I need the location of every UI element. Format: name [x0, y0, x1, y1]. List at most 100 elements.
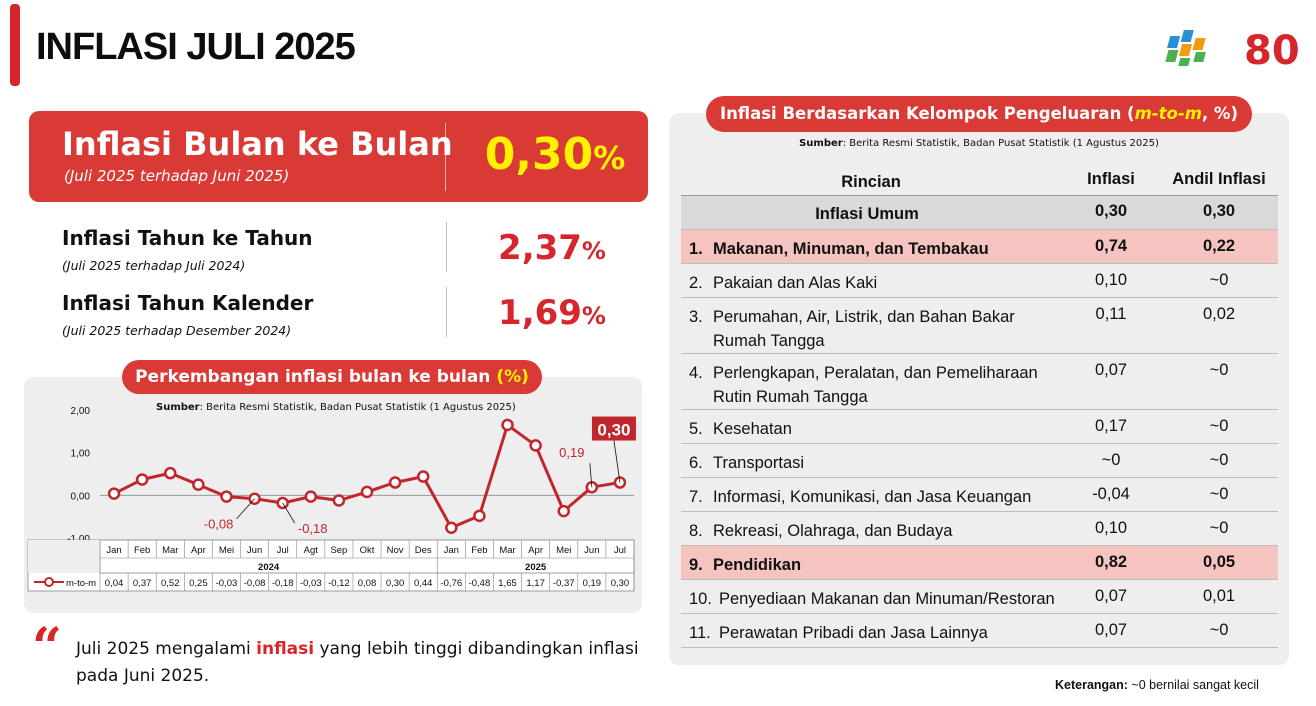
row-inflasi: ~0	[1101, 451, 1121, 469]
row-inflasi: 0,10	[1094, 519, 1128, 537]
row-number: 11.	[689, 624, 711, 642]
data-point	[220, 490, 233, 503]
row-label-text: Pakaian dan Alas Kaki	[713, 274, 878, 292]
row-andil: 0,22	[1202, 237, 1236, 255]
table-row: 9. Pendidikan 0,82 0,05	[681, 546, 1278, 580]
row-label: 3. Perumahan, Air, Listrik, dan Bahan Bak…	[689, 305, 1059, 353]
data-point	[304, 490, 318, 503]
quote-highlight: inflasi	[256, 639, 315, 659]
quote-after: yang lebih tinggi dibandingkan inflasi p…	[76, 639, 639, 686]
row-number: 7.	[689, 488, 703, 506]
table-title-main: Inflasi Berdasarkan Kelompok Pengeluaran…	[719, 104, 1135, 123]
table-row: 5. Kesehatan 0,17 ~0	[681, 410, 1278, 444]
data-table-value: -0,48	[469, 578, 491, 589]
yoy-value-unit: %	[581, 237, 606, 265]
table-source-label: Sumber	[799, 138, 843, 149]
y-tick-label: 0,00	[71, 491, 91, 502]
category-band	[99, 539, 635, 574]
row-label: 2. Pakaian dan Alas Kaki	[689, 271, 1059, 295]
table-row: 2. Pakaian dan Alas Kaki 0,10 ~0	[681, 264, 1278, 298]
total-inflasi: 0,30	[1094, 202, 1128, 220]
row-andil: ~0	[1209, 417, 1229, 435]
table-corner	[28, 540, 100, 573]
data-table-value: 1,65	[498, 578, 517, 589]
header-inflasi: Inflasi	[1087, 170, 1135, 188]
table-source: Sumber: Berita Resmi Statistik, Badan Pu…	[669, 138, 1289, 149]
row-inflasi: -0,04	[1092, 485, 1130, 503]
row-inflasi: 0,74	[1094, 237, 1128, 255]
row-label: 6. Transportasi	[689, 451, 1059, 475]
yoy-title: Inflasi Tahun ke Tahun	[62, 226, 313, 250]
table-title-pill: Inflasi Berdasarkan Kelompok Pengeluaran…	[706, 96, 1252, 132]
quote-mark: “	[32, 617, 62, 678]
data-point	[416, 470, 430, 483]
row-label: 11. Perawatan Pribadi dan Jasa Lainnya	[689, 621, 1059, 645]
row-andil: 0,02	[1202, 305, 1236, 323]
annotation-label: -0,18	[298, 521, 328, 536]
logo-80-text: 80	[1244, 28, 1300, 72]
data-table-value: -0,03	[216, 578, 238, 589]
row-inflasi: 0,11	[1095, 305, 1127, 323]
data-point	[585, 480, 599, 494]
data-point	[388, 476, 402, 489]
footnote-label: Keterangan:	[1055, 678, 1128, 692]
row-inflasi: 0,07	[1094, 361, 1128, 379]
row-inflasi: 0,07	[1094, 587, 1128, 605]
row-label: 5. Kesehatan	[689, 417, 1059, 441]
row-andil: ~0	[1209, 271, 1229, 289]
annotation-label: 0,30	[597, 421, 630, 440]
bps-80-logo: 80	[1165, 28, 1300, 72]
row-number: 6.	[689, 454, 703, 472]
data-table-value: 0,30	[386, 578, 405, 589]
row-label: 1. Makanan, Minuman, dan Tembakau	[689, 237, 1059, 261]
table-header-row: Rincian Inflasi Andil Inflasi	[681, 164, 1278, 196]
row-inflasi: 0,10	[1094, 271, 1128, 289]
data-table-value: 0,52	[161, 578, 180, 589]
row-label: 7. Informasi, Komunikasi, dan Jasa Keuang…	[689, 485, 1059, 509]
table-source-text: : Berita Resmi Statistik, Badan Pusat St…	[842, 138, 1159, 149]
row-number: 4.	[689, 364, 703, 382]
series-line	[113, 423, 621, 530]
table-row: 3. Perumahan, Air, Listrik, dan Bahan Bak…	[681, 298, 1278, 354]
row-andil: ~0	[1209, 485, 1229, 503]
chart-title-main: Perkembangan inflasi bulan ke bulan	[135, 367, 497, 387]
data-table-value: 0,08	[358, 578, 377, 589]
data-table-value: -0,76	[440, 578, 462, 589]
year-label: 2025	[525, 562, 547, 573]
x-tick-label: Mar	[162, 545, 178, 556]
annotation-leader	[282, 502, 296, 524]
row-number: 9.	[689, 556, 703, 574]
total-andil: 0,30	[1202, 202, 1236, 220]
data-table-value: 0,04	[105, 578, 124, 589]
mtm-value-unit: %	[593, 139, 626, 177]
title-accent-bar	[10, 4, 20, 86]
data-table-value: -0,37	[553, 578, 575, 589]
mtm-value-number: 0,30	[484, 129, 594, 180]
expenditure-table: Rincian Inflasi Andil Inflasi Inflasi Um…	[681, 164, 1278, 648]
x-tick-label: Jul	[614, 545, 626, 556]
row-label-text: Rekreasi, Olahraga, dan Budaya	[713, 522, 953, 540]
row-number: 5.	[689, 420, 703, 438]
ytd-subtitle: (Juli 2025 terhadap Desember 2024)	[62, 323, 292, 338]
data-table-value: 0,37	[133, 578, 152, 589]
data-point	[501, 418, 514, 432]
page-title: INFLASI JULI 2025	[36, 26, 356, 68]
data-table-value: -0,18	[272, 578, 294, 589]
data-point	[529, 439, 542, 452]
row-inflasi: 0,82	[1094, 553, 1128, 571]
row-inflasi: 0,17	[1094, 417, 1128, 435]
x-tick-label: Des	[415, 545, 432, 556]
mtm-title: Inflasi Bulan ke Bulan	[62, 125, 453, 163]
chart-source-label: Sumber	[156, 402, 200, 413]
data-table-value: 0,19	[583, 578, 602, 589]
x-tick-label: Apr	[191, 545, 206, 556]
x-tick-label: Jan	[106, 545, 121, 556]
y-tick-label: -1,00	[67, 534, 90, 545]
x-tick-label: Jan	[444, 545, 459, 556]
legend-marker	[44, 577, 54, 587]
x-tick-label: Nov	[387, 545, 404, 556]
row-andil: 0,05	[1202, 553, 1236, 571]
chart-title-pill: Perkembangan inflasi bulan ke bulan (%)	[122, 360, 542, 394]
row-label-text: Transportasi	[713, 454, 805, 472]
row-label: 8. Rekreasi, Olahraga, dan Budaya	[689, 519, 1059, 543]
